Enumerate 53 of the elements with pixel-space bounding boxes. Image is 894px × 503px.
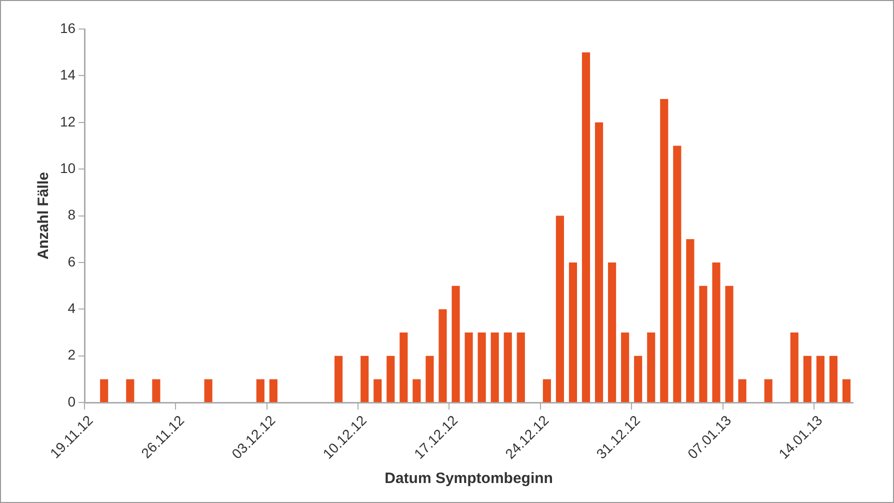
- x-axis-title: Datum Symptombeginn: [384, 470, 553, 488]
- bar: [542, 379, 551, 402]
- y-tick-label: 12: [60, 113, 76, 130]
- bar: [126, 379, 134, 402]
- bar: [464, 332, 473, 402]
- bar: [438, 309, 447, 402]
- bar: [374, 379, 382, 402]
- bar: [816, 356, 824, 402]
- bar: [634, 356, 642, 402]
- bar: [334, 356, 343, 402]
- bar: [426, 356, 434, 402]
- bar: [803, 356, 812, 402]
- bar: [647, 332, 656, 402]
- y-tick-label: 8: [68, 206, 76, 223]
- bar: [712, 262, 720, 402]
- bar: [790, 332, 798, 402]
- bar: [204, 379, 212, 402]
- bar: [490, 332, 499, 402]
- bar: [725, 286, 734, 402]
- bar: [400, 332, 408, 402]
- bar: [256, 379, 264, 402]
- bar: [673, 146, 682, 402]
- bar: [829, 356, 838, 402]
- bar: [842, 379, 851, 402]
- y-tick-label: 0: [68, 393, 76, 410]
- bar: [100, 379, 108, 402]
- bar: [568, 262, 578, 402]
- bar: [594, 122, 604, 402]
- bar: [478, 332, 486, 402]
- bar: [738, 379, 746, 402]
- bar: [152, 379, 160, 402]
- bar: [504, 332, 512, 402]
- bar: [452, 286, 460, 402]
- y-tick-label: 6: [68, 253, 76, 270]
- bar: [556, 216, 564, 402]
- bar: [764, 379, 772, 402]
- y-tick-label: 14: [60, 66, 76, 83]
- bar: [608, 262, 616, 402]
- y-axis-title: Anzahl Fälle: [35, 172, 52, 260]
- bar: [516, 332, 525, 402]
- bar: [699, 286, 708, 402]
- bar: [412, 379, 421, 402]
- bar: [360, 356, 369, 402]
- y-tick-label: 4: [68, 300, 76, 316]
- bar: [269, 379, 278, 402]
- y-tick-label: 2: [68, 346, 76, 363]
- y-tick-label: 16: [60, 20, 76, 36]
- bar: [621, 332, 630, 402]
- bar: [582, 52, 590, 402]
- y-tick-label: 10: [60, 160, 76, 176]
- bar: [386, 356, 395, 402]
- bar: [686, 239, 694, 402]
- bar: [660, 99, 668, 402]
